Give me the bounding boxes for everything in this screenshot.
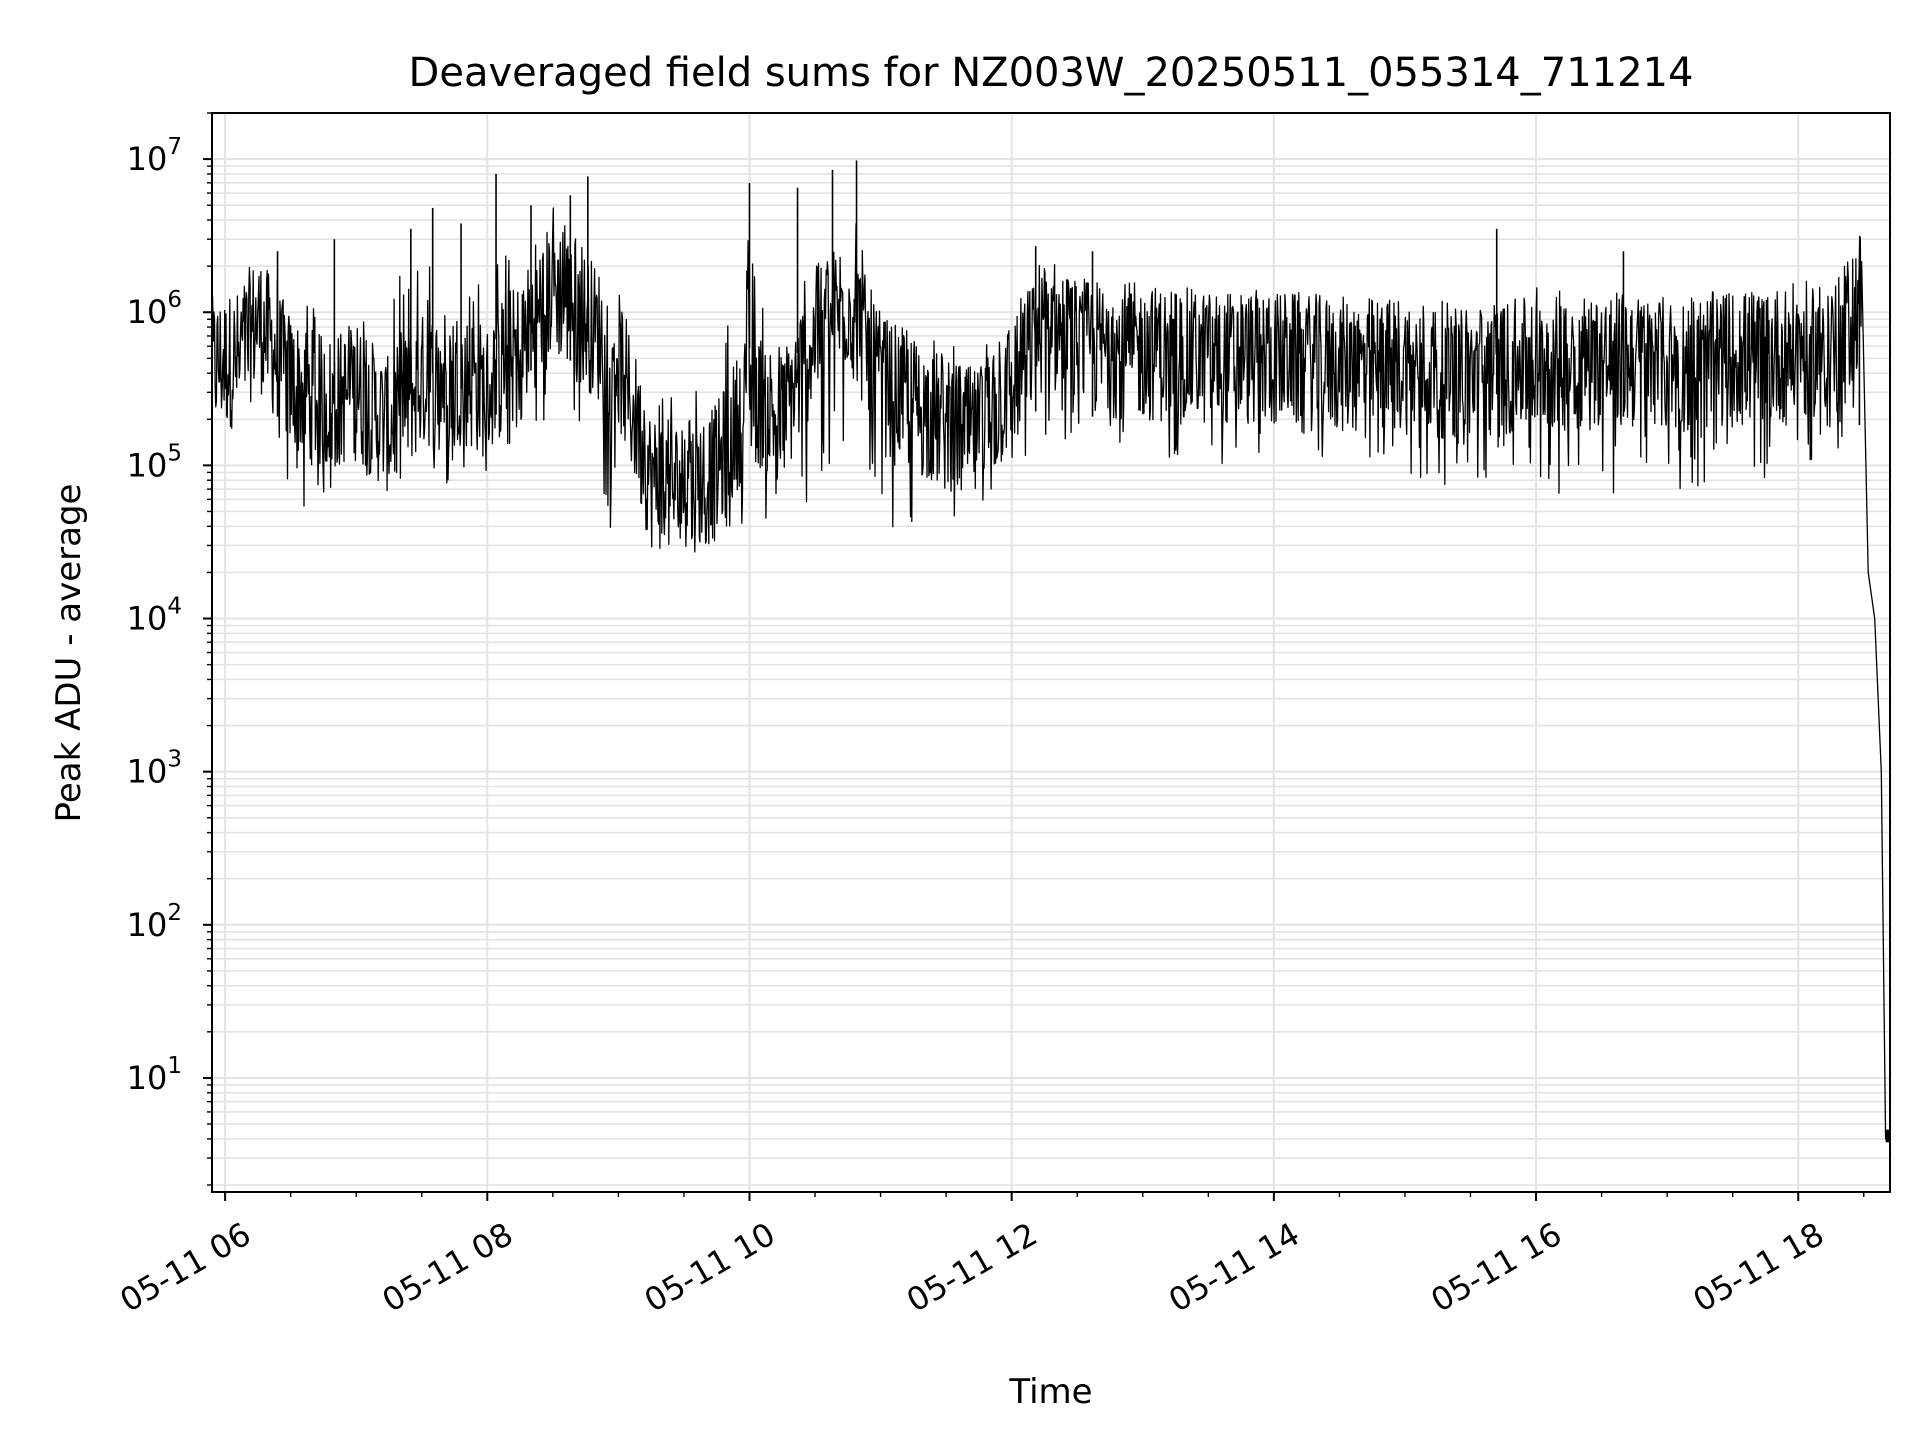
y-tick-label: 105 [127,440,182,484]
x-axis-label: Time [1008,1372,1092,1412]
y-tick-exponent: 1 [167,1053,182,1079]
y-tick-base: 10 [127,293,168,331]
y-tick-exponent: 4 [167,594,182,620]
y-tick-base: 10 [127,600,168,638]
series-floor [1885,1129,1890,1143]
y-tick-base: 10 [127,1059,168,1097]
y-axis-label: Peak ADU - average [49,484,89,823]
y-tick-label: 106 [127,287,182,331]
y-tick-base: 10 [127,446,168,484]
chart-title: Deaveraged field sums for NZ003W_2025051… [409,50,1694,96]
y-tick-label: 104 [127,594,182,638]
y-tick-label: 101 [127,1053,182,1097]
y-tick-label: 102 [127,900,182,944]
y-tick-exponent: 7 [167,134,182,160]
y-tick-exponent: 3 [167,747,182,773]
y-tick-base: 10 [127,906,168,944]
y-tick-label: 107 [127,134,182,178]
y-tick-exponent: 5 [167,440,182,466]
y-tick-base: 10 [127,140,168,178]
y-tick-exponent: 2 [167,900,182,926]
series-line [211,207,1890,1140]
series-layer [211,160,1890,1143]
y-tick-label: 103 [127,747,182,791]
y-tick-base: 10 [127,753,168,791]
y-tick-exponent: 6 [167,287,182,313]
